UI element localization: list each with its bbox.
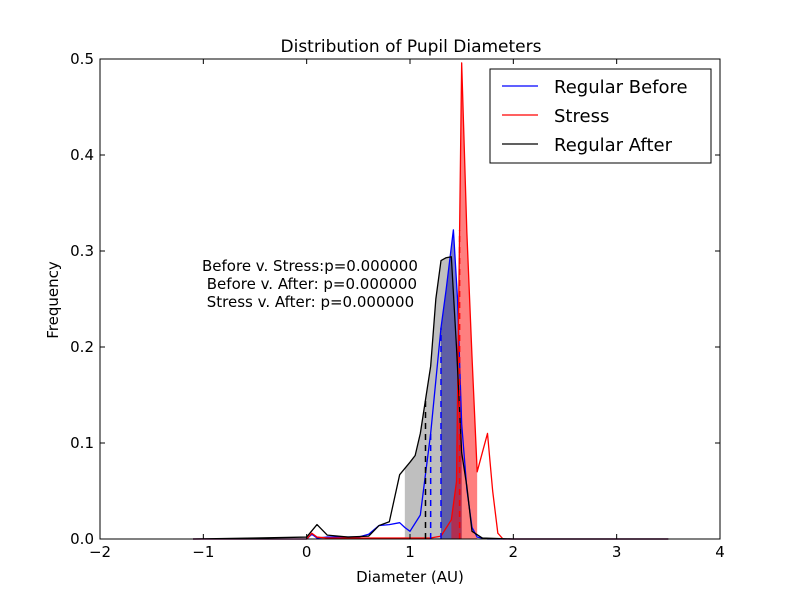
y-tick-label: 0.2 bbox=[70, 338, 94, 356]
annotation-before-stress: Before v. Stress:p=0.000000 bbox=[202, 257, 418, 275]
x-tick-label: −2 bbox=[89, 543, 111, 561]
x-tick-label: 0 bbox=[302, 543, 312, 561]
legend: Regular Before Stress Regular After bbox=[489, 68, 712, 164]
annotation-before-after: Before v. After: p=0.000000 bbox=[202, 275, 417, 293]
series-line-regular-after bbox=[192, 256, 669, 540]
x-tick-label: 4 bbox=[715, 543, 725, 561]
y-tick-label: 0.3 bbox=[70, 242, 94, 260]
legend-box bbox=[489, 68, 712, 164]
y-tick-label: 0.4 bbox=[70, 146, 94, 164]
x-tick-label: 2 bbox=[509, 543, 519, 561]
x-tick-label: 3 bbox=[612, 543, 622, 561]
y-axis-label: Frequency bbox=[44, 261, 62, 339]
y-tick-label: 0.1 bbox=[70, 434, 94, 452]
plot-area bbox=[192, 62, 669, 540]
legend-label-regular-before: Regular Before bbox=[554, 77, 688, 98]
y-tick-label: 0.0 bbox=[70, 530, 94, 548]
series-line-stress bbox=[193, 62, 669, 540]
x-tick-label: −1 bbox=[192, 543, 214, 561]
p-value-annotations: Before v. Stress:p=0.000000 Before v. Af… bbox=[202, 257, 418, 311]
axis-ticks: −2 −1 0 1 2 3 4 0.0 0.1 0.2 0.3 0.4 0.5 bbox=[70, 50, 725, 561]
legend-label-stress: Stress bbox=[554, 106, 609, 127]
x-tick-label: 1 bbox=[405, 543, 415, 561]
legend-label-regular-after: Regular After bbox=[554, 135, 673, 156]
y-tick-label: 0.5 bbox=[70, 50, 94, 68]
annotation-stress-after: Stress v. After: p=0.000000 bbox=[202, 293, 414, 311]
x-axis-label: Diameter (AU) bbox=[356, 568, 464, 586]
chart-title: Distribution of Pupil Diameters bbox=[281, 37, 542, 57]
